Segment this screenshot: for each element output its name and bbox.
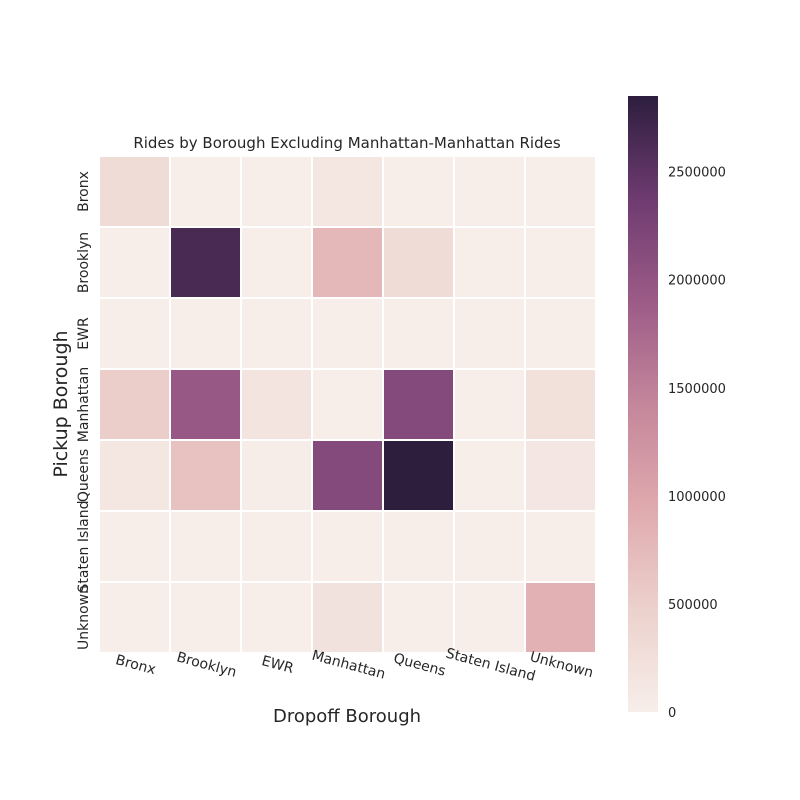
heatmap-cell-2-3: [311, 297, 384, 370]
x-tick-label: Brooklyn: [175, 649, 238, 680]
heatmap-cell-3-6: [524, 368, 597, 441]
heatmap-cell-6-0: [98, 581, 171, 654]
heatmap-cell-6-2: [240, 581, 313, 654]
heatmap-cell-5-3: [311, 510, 384, 583]
heatmap-cell-2-4: [382, 297, 455, 370]
heatmap-cell-6-4: [382, 581, 455, 654]
y-tick-label: Staten Island: [76, 500, 92, 592]
colorbar-tick-label: 1000000: [668, 490, 726, 505]
heatmap-cell-0-3: [311, 155, 384, 228]
heatmap-cell-6-6: [524, 581, 597, 654]
heatmap-cell-0-5: [453, 155, 526, 228]
heatmap-cell-2-6: [524, 297, 597, 370]
heatmap-cell-1-2: [240, 226, 313, 299]
heatmap-cell-1-0: [98, 226, 171, 299]
heatmap-cell-0-2: [240, 155, 313, 228]
heatmap-cell-2-2: [240, 297, 313, 370]
heatmap-cell-5-6: [524, 510, 597, 583]
heatmap-cell-0-1: [169, 155, 242, 228]
heatmap-cell-4-4: [382, 439, 455, 512]
heatmap-cell-0-6: [524, 155, 597, 228]
heatmap-cell-1-5: [453, 226, 526, 299]
y-axis-label: Pickup Borough: [50, 330, 72, 477]
heatmap-cell-3-5: [453, 368, 526, 441]
heatmap-cell-4-3: [311, 439, 384, 512]
heatmap-cell-6-1: [169, 581, 242, 654]
y-tick-label: EWR: [76, 317, 92, 350]
heatmap-cell-3-1: [169, 368, 242, 441]
heatmap-cell-2-5: [453, 297, 526, 370]
heatmap-cell-1-4: [382, 226, 455, 299]
heatmap-cell-1-1: [169, 226, 242, 299]
heatmap-cell-1-3: [311, 226, 384, 299]
y-tick-label: Queens: [76, 449, 92, 502]
y-tick-label: Brooklyn: [76, 232, 92, 293]
colorbar-tick-label: 500000: [668, 598, 718, 613]
heatmap-cell-2-0: [98, 297, 171, 370]
heatmap-cell-5-2: [240, 510, 313, 583]
heatmap-cell-6-5: [453, 581, 526, 654]
heatmap-cell-5-0: [98, 510, 171, 583]
heatmap-cell-3-2: [240, 368, 313, 441]
y-tick-label: Bronx: [76, 171, 92, 212]
y-tick-label: Manhattan: [76, 367, 92, 442]
x-tick-label: EWR: [260, 653, 296, 677]
heatmap-cell-4-1: [169, 439, 242, 512]
colorbar-tick-label: 2500000: [668, 166, 726, 181]
colorbar: [628, 96, 658, 712]
heatmap-cell-3-4: [382, 368, 455, 441]
y-tick-label: Unknown: [76, 585, 92, 650]
heatmap-cell-4-2: [240, 439, 313, 512]
colorbar-tick-label: 0: [668, 706, 676, 721]
heatmap-cell-4-5: [453, 439, 526, 512]
heatmap-cell-0-4: [382, 155, 455, 228]
colorbar-tick-label: 2000000: [668, 274, 726, 289]
heatmap-cell-5-1: [169, 510, 242, 583]
heatmap-cell-5-4: [382, 510, 455, 583]
heatmap-cell-5-5: [453, 510, 526, 583]
colorbar-tick-labels: 0 500000 1000000 1500000 2000000 2500000: [668, 166, 726, 721]
x-tick-label: Bronx: [114, 652, 158, 678]
heatmap-cell-3-3: [311, 368, 384, 441]
heatmap-cell-4-6: [524, 439, 597, 512]
colorbar-tick-label: 1500000: [668, 382, 726, 397]
heatmap-cell-4-0: [98, 439, 171, 512]
heatmap-cell-1-6: [524, 226, 597, 299]
heatmap-cells: [98, 155, 597, 654]
x-tick-label: Queens: [392, 651, 448, 680]
chart-title: Rides by Borough Excluding Manhattan-Man…: [133, 134, 560, 152]
heatmap-cell-6-3: [311, 581, 384, 654]
heatmap-cell-2-1: [169, 297, 242, 370]
heatmap-cell-3-0: [98, 368, 171, 441]
heatmap-cell-0-0: [98, 155, 171, 228]
x-axis-label: Dropoff Borough: [273, 706, 421, 727]
